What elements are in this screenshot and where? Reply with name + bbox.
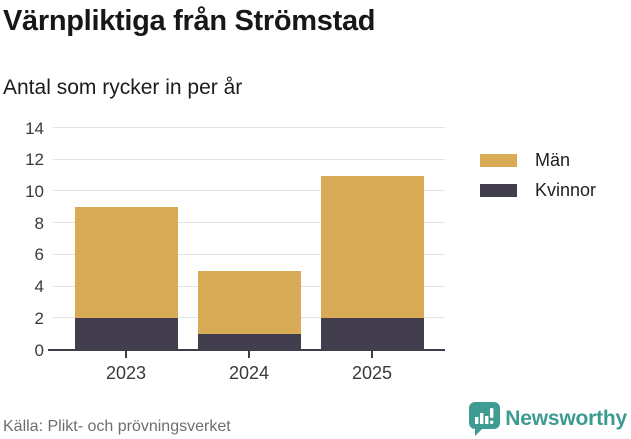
y-tick-label: 6 [34,245,44,265]
bar-2023: 2023 [74,128,178,383]
legend-swatch [480,183,517,197]
x-axis-tick [125,351,127,358]
y-tick-label: 4 [34,277,44,297]
bar-2024: 2024 [197,128,301,383]
bar-segment-kvinnor [74,318,178,350]
bar-segment-kvinnor [197,334,301,350]
x-tick-label: 2024 [228,363,270,383]
y-tick-label: 10 [25,181,44,201]
x-tick-label: 2025 [351,363,393,383]
x-axis-tick [248,351,250,358]
gridline [53,127,445,128]
x-tick-label: 2023 [105,363,147,383]
plot-area: 2023 2024 2025 [48,127,445,383]
y-tick-label: 2 [34,308,44,328]
brand-logo-link[interactable]: Newsworthy [467,401,627,436]
bar-segment-män [320,175,424,319]
x-axis-line [48,349,445,351]
y-tick-label: 14 [25,118,44,138]
brand-name: Newsworthy [505,406,627,430]
chart-subtitle: Antal som rycker in per år [3,76,243,99]
bar-segment-män [197,270,301,335]
legend-item-män: Män [480,150,596,170]
bar-group: 2023 2024 2025 [53,128,445,383]
y-tick-label: 0 [34,340,44,360]
gridline [53,253,445,255]
gridline [53,222,445,224]
y-tick-label: 8 [34,213,44,233]
legend-label: Kvinnor [535,180,597,200]
source-note: Källa: Plikt- och prövningsverket [3,418,231,435]
gridline [53,158,445,160]
legend: Män Kvinnor [480,150,596,210]
legend-label: Män [535,150,571,170]
legend-item-kvinnor: Kvinnor [480,180,596,200]
bar-2025: 2025 [320,128,424,383]
bar-segment-män [74,207,178,319]
y-axis: 0 2 4 6 8 10 12 14 [0,119,44,360]
y-tick-label: 12 [25,150,44,170]
legend-swatch [480,153,517,167]
newsworthy-icon [469,402,501,436]
bar-segment-kvinnor [320,318,424,350]
page-title: Värnpliktiga från Strömstad [3,5,376,37]
gridline [53,190,445,192]
x-axis-tick [371,351,373,358]
